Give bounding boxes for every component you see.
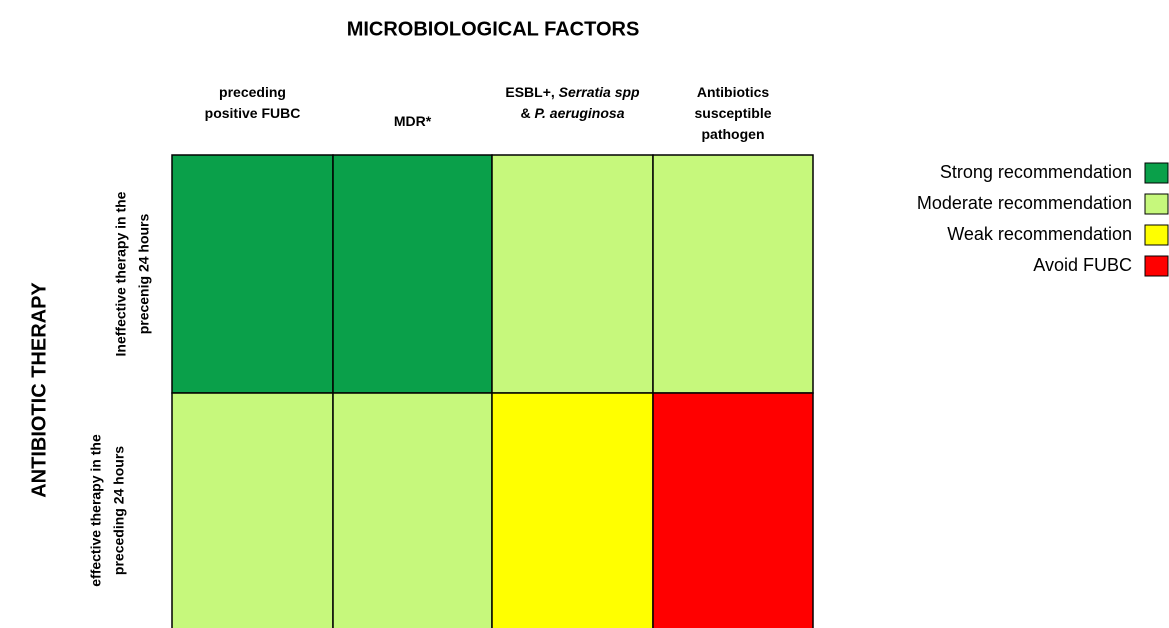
column-header: pathogen <box>702 126 765 142</box>
matrix-cell <box>652 392 814 628</box>
column-header: ESBL+, Serratia spp <box>505 84 640 100</box>
header-segment: Antibiotics <box>697 84 770 100</box>
column-header: susceptible <box>694 105 771 121</box>
header-segment: preceding <box>219 84 286 100</box>
column-header: Antibiotics <box>697 84 770 100</box>
column-header: preceding <box>219 84 286 100</box>
header-segment: susceptible <box>694 105 771 121</box>
column-header: positive FUBC <box>205 105 301 121</box>
header-segment: P. aeruginosa <box>534 105 624 121</box>
legend-swatch <box>1144 193 1169 215</box>
header-segment: Serratia spp <box>559 84 640 100</box>
matrix-cell <box>171 392 334 628</box>
header-segment: & <box>520 105 534 121</box>
side-title: ANTIBIOTIC THERAPY <box>28 282 50 498</box>
legend-swatch <box>1144 224 1169 246</box>
legend-label: Moderate recommendation <box>917 193 1132 213</box>
header-segment: MDR* <box>394 113 432 129</box>
legend-label: Weak recommendation <box>947 224 1132 244</box>
matrix-cell <box>652 154 814 394</box>
legend-swatch <box>1144 255 1169 277</box>
title: MICROBIOLOGICAL FACTORS <box>347 18 640 40</box>
matrix-cell <box>332 392 493 628</box>
legend-label: Strong recommendation <box>940 162 1132 182</box>
row-header: Ineffective therapy in the <box>113 191 129 356</box>
row-header: precenig 24 hours <box>136 213 152 334</box>
header-segment: ESBL+, <box>505 84 558 100</box>
matrix-cell <box>332 154 493 394</box>
legend-swatch <box>1144 162 1169 184</box>
matrix-cell <box>491 154 654 394</box>
header-segment: pathogen <box>702 126 765 142</box>
matrix-cell <box>491 392 654 628</box>
legend-label: Avoid FUBC <box>1033 255 1132 275</box>
row-header: effective therapy in the <box>88 434 104 587</box>
matrix-cell <box>171 154 334 394</box>
row-header: preceding 24 hours <box>111 446 127 575</box>
column-header: MDR* <box>394 113 432 129</box>
header-segment: positive FUBC <box>205 105 301 121</box>
column-header: & P. aeruginosa <box>520 105 624 121</box>
